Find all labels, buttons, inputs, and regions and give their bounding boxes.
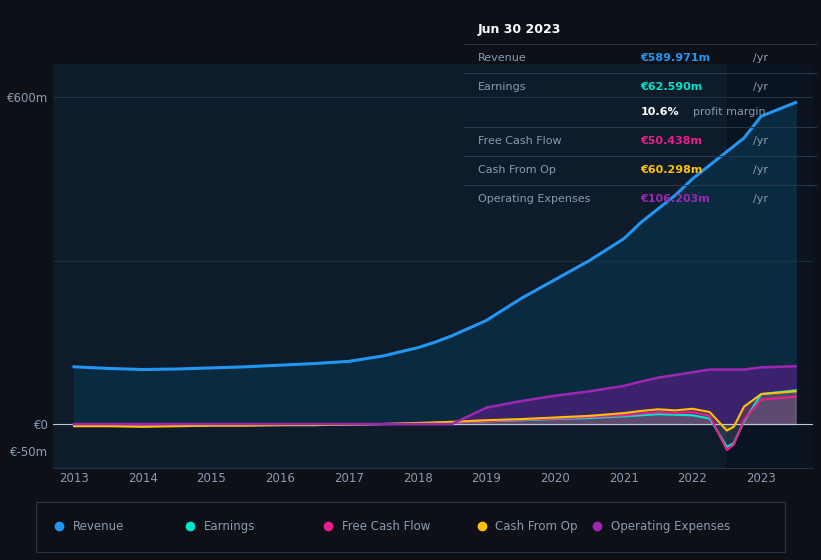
Text: /yr: /yr	[754, 53, 768, 63]
Text: Earnings: Earnings	[204, 520, 255, 533]
Text: Operating Expenses: Operating Expenses	[611, 520, 730, 533]
Text: profit margin: profit margin	[693, 107, 766, 117]
Text: Cash From Op: Cash From Op	[478, 165, 556, 175]
Text: Earnings: Earnings	[478, 82, 526, 92]
Text: €50.438m: €50.438m	[640, 136, 703, 146]
Text: €589.971m: €589.971m	[640, 53, 710, 63]
Bar	[727, 64, 813, 468]
Text: Free Cash Flow: Free Cash Flow	[478, 136, 562, 146]
Text: Jun 30 2023: Jun 30 2023	[478, 22, 562, 36]
Text: Free Cash Flow: Free Cash Flow	[342, 520, 430, 533]
Text: Cash From Op: Cash From Op	[495, 520, 578, 533]
Text: 10.6%: 10.6%	[640, 107, 679, 117]
Text: €60.298m: €60.298m	[640, 165, 703, 175]
Text: Revenue: Revenue	[478, 53, 527, 63]
Text: €106.203m: €106.203m	[640, 194, 710, 204]
Text: Revenue: Revenue	[73, 520, 125, 533]
Text: €62.590m: €62.590m	[640, 82, 703, 92]
Text: /yr: /yr	[754, 82, 768, 92]
FancyBboxPatch shape	[36, 502, 785, 552]
Text: Operating Expenses: Operating Expenses	[478, 194, 590, 204]
Text: /yr: /yr	[754, 136, 768, 146]
Text: /yr: /yr	[754, 165, 768, 175]
Text: /yr: /yr	[754, 194, 768, 204]
